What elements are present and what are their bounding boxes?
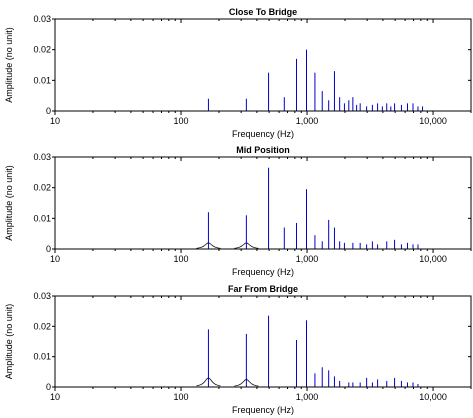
x-tick-label: 10,000 [419, 116, 447, 126]
y-tick-label: 0.01 [33, 75, 51, 85]
y-tick-label: 0.01 [33, 213, 51, 223]
plot-frame [54, 156, 472, 250]
y-tick-label: 0.02 [33, 183, 51, 193]
y-axis-label: Amplitude (no unit) [4, 304, 14, 380]
y-tick-label: 0.03 [33, 291, 51, 301]
chart-panel-1: Close To Bridge 0 0.01 0.02 0.03 10 100 1,000 10… [4, 7, 472, 139]
y-tick-label: 0.03 [33, 14, 51, 24]
y-tick-label: 0.02 [33, 45, 51, 55]
chart-title: Mid Position [236, 145, 290, 155]
x-tick-label: 1,000 [296, 392, 319, 402]
x-tick-label: 100 [174, 116, 189, 126]
x-tick-label: 10,000 [419, 254, 447, 264]
chart-title: Close To Bridge [229, 7, 297, 17]
chart-title: Far From Bridge [228, 284, 298, 294]
y-tick-label: 0.01 [33, 352, 51, 362]
x-tick-label: 1,000 [296, 254, 319, 264]
x-axis-label: Frequency (Hz) [232, 129, 294, 139]
chart-panel-3: Far From Bridge 0 0.01 0.02 0.03 10 100 1,000 10… [4, 284, 472, 415]
plot-frame [54, 295, 472, 388]
y-tick-label: 0.03 [33, 152, 51, 162]
x-tick-label: 10 [50, 254, 60, 264]
chart-panel-2: Mid Position 0 0.01 0.02 0.03 10 100 1,000 10,00… [4, 145, 472, 277]
y-tick-label: 0 [46, 106, 51, 116]
plot-frame [54, 18, 472, 112]
x-tick-label: 1,000 [296, 116, 319, 126]
y-tick-label: 0 [46, 382, 51, 392]
x-tick-label: 100 [174, 392, 189, 402]
y-tick-label: 0.02 [33, 321, 51, 331]
y-axis-label: Amplitude (no unit) [4, 165, 14, 241]
y-tick-label: 0 [46, 244, 51, 254]
x-axis-label: Frequency (Hz) [232, 405, 294, 415]
x-axis-label: Frequency (Hz) [232, 267, 294, 277]
x-tick-label: 10 [50, 392, 60, 402]
x-tick-label: 10,000 [419, 392, 447, 402]
y-axis-label: Amplitude (no unit) [4, 27, 14, 103]
x-tick-label: 10 [50, 116, 60, 126]
x-tick-label: 100 [174, 254, 189, 264]
